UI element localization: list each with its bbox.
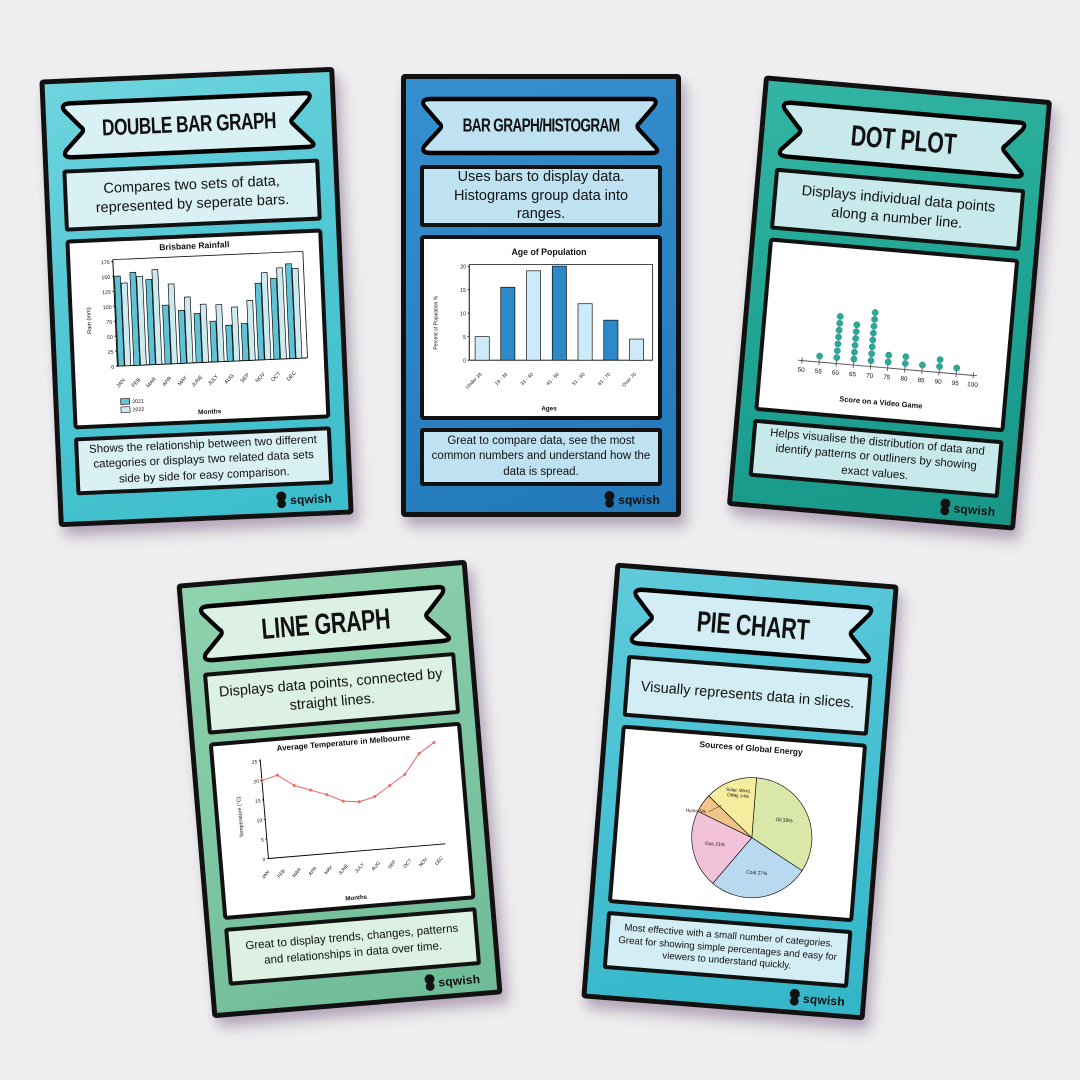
svg-text:0: 0 — [111, 365, 114, 371]
svg-text:150: 150 — [101, 275, 110, 281]
svg-text:95: 95 — [952, 380, 960, 388]
svg-text:Score on a Video Game: Score on a Video Game — [839, 394, 923, 410]
svg-text:APR: APR — [162, 376, 174, 388]
svg-text:20: 20 — [460, 265, 466, 271]
svg-text:Temperature (°C): Temperature (°C) — [236, 796, 245, 838]
svg-text:JULY: JULY — [207, 373, 220, 387]
svg-text:50: 50 — [107, 335, 113, 341]
svg-text:55: 55 — [814, 368, 822, 376]
svg-text:Age of Population: Age of Population — [511, 247, 586, 257]
svg-text:Under 18: Under 18 — [465, 372, 484, 391]
svg-text:AUG: AUG — [371, 860, 382, 872]
svg-text:75: 75 — [883, 374, 891, 382]
svg-text:Rain (mm): Rain (mm) — [86, 307, 93, 334]
svg-text:10: 10 — [256, 818, 262, 824]
svg-text:75: 75 — [106, 320, 112, 326]
svg-text:FEB: FEB — [276, 868, 287, 879]
svg-text:50: 50 — [797, 366, 805, 374]
svg-text:100: 100 — [967, 381, 979, 389]
svg-text:JAN: JAN — [261, 869, 272, 880]
svg-text:NOV: NOV — [255, 371, 268, 384]
svg-text:Percent of Population %: Percent of Population % — [433, 295, 439, 349]
svg-text:85: 85 — [917, 377, 925, 385]
svg-text:Months: Months — [198, 408, 222, 416]
svg-text:2022: 2022 — [132, 407, 144, 414]
svg-text:Ages: Ages — [541, 405, 557, 412]
svg-text:10: 10 — [460, 312, 466, 318]
svg-text:AUG: AUG — [223, 373, 235, 386]
svg-text:175: 175 — [101, 260, 110, 266]
svg-text:100: 100 — [103, 305, 112, 311]
svg-text:MAY: MAY — [177, 375, 189, 388]
svg-text:2021: 2021 — [132, 399, 144, 406]
svg-text:90: 90 — [934, 378, 942, 386]
svg-text:SEP: SEP — [387, 859, 398, 870]
svg-text:JAN: JAN — [115, 378, 126, 390]
svg-text:Sources of Global Energy: Sources of Global Energy — [699, 739, 803, 757]
svg-text:JUNE: JUNE — [191, 374, 205, 389]
svg-text:FEB: FEB — [131, 377, 143, 389]
svg-text:Months: Months — [345, 894, 368, 903]
svg-text:51 - 60: 51 - 60 — [571, 372, 586, 387]
svg-text:Over 70: Over 70 — [621, 372, 638, 389]
svg-text:MAR: MAR — [291, 867, 303, 879]
svg-text:80: 80 — [900, 375, 908, 383]
svg-text:5: 5 — [463, 335, 466, 341]
svg-text:19 - 30: 19 - 30 — [494, 372, 509, 387]
svg-text:DEC: DEC — [286, 370, 298, 382]
svg-text:SEP: SEP — [240, 372, 252, 384]
svg-text:5: 5 — [261, 838, 264, 844]
svg-text:DEC: DEC — [434, 855, 445, 867]
svg-text:25: 25 — [108, 350, 114, 356]
svg-text:0: 0 — [463, 359, 466, 365]
svg-text:Average Temperature in Melbour: Average Temperature in Melbourne — [276, 733, 411, 753]
svg-text:JUNE: JUNE — [337, 863, 350, 876]
svg-text:MAY: MAY — [323, 864, 335, 876]
svg-text:60: 60 — [832, 369, 840, 377]
svg-text:31 - 40: 31 - 40 — [520, 372, 535, 387]
svg-text:APR: APR — [308, 865, 319, 877]
svg-text:15: 15 — [460, 288, 466, 294]
svg-text:Brisbane Rainfall: Brisbane Rainfall — [159, 239, 230, 252]
svg-text:61 - 70: 61 - 70 — [597, 372, 612, 387]
svg-text:65: 65 — [849, 371, 857, 379]
svg-text:125: 125 — [102, 290, 111, 296]
svg-text:15: 15 — [255, 798, 261, 804]
svg-text:0: 0 — [262, 857, 265, 863]
svg-text:41 - 50: 41 - 50 — [545, 372, 560, 387]
svg-text:OCT: OCT — [402, 858, 413, 870]
svg-text:OCT: OCT — [270, 371, 283, 384]
svg-text:NOV: NOV — [418, 856, 430, 868]
svg-text:JULY: JULY — [354, 861, 366, 874]
svg-text:Hydro 5%: Hydro 5% — [686, 808, 707, 815]
svg-text:70: 70 — [866, 372, 874, 380]
svg-text:MAR: MAR — [145, 376, 158, 389]
svg-text:20: 20 — [253, 779, 259, 785]
svg-text:25: 25 — [252, 759, 258, 765]
